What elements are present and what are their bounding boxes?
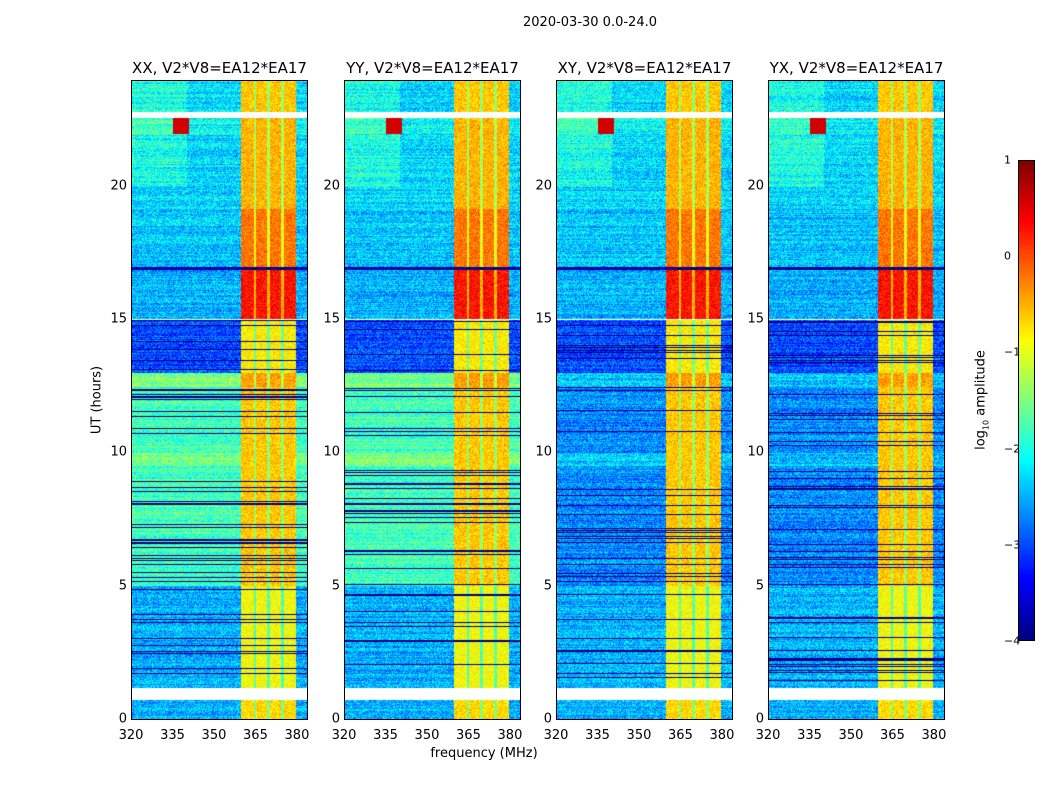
colorbar-tick-label: −3 [1004, 538, 1021, 552]
x-tick-label: 350 [626, 728, 652, 743]
y-tick-label: 20 [747, 178, 764, 194]
y-tick-label: 10 [747, 444, 764, 460]
heatmap-image [345, 81, 520, 719]
x-axis-label: frequency (MHz) [430, 746, 538, 761]
y-tick-label: 5 [118, 578, 127, 594]
x-tick-label: 350 [201, 728, 227, 743]
x-tick-label: 320 [331, 728, 357, 743]
x-tick-label: 335 [160, 728, 185, 743]
x-tick-label: 365 [668, 728, 693, 743]
x-tick-label: 380 [709, 728, 735, 743]
x-tick-label: 380 [284, 728, 310, 743]
x-tick-label: 320 [543, 728, 569, 743]
x-tick-label: 365 [880, 728, 905, 743]
x-tick-label: 380 [497, 728, 523, 743]
y-tick-label: 15 [535, 311, 552, 327]
y-tick-label: 10 [535, 444, 552, 460]
x-tick-label: 365 [456, 728, 481, 743]
y-tick-label: 0 [543, 711, 552, 727]
heatmap-image [769, 81, 944, 719]
panel-title: XY, V2*V8=EA12*EA17 [557, 59, 732, 77]
y-tick-label: 10 [110, 444, 127, 460]
y-tick-label: 0 [331, 711, 340, 727]
heatmap-image [132, 81, 307, 719]
colorbar-tick-label: −1 [1004, 345, 1021, 359]
colorbar-label: log10 amplitude [974, 350, 991, 450]
panel-title: YY, V2*V8=EA12*EA17 [346, 59, 519, 77]
x-tick-label: 350 [414, 728, 440, 743]
x-tick-label: 320 [118, 728, 144, 743]
x-tick-label: 335 [585, 728, 610, 743]
colorbar-tick-label: 1 [1004, 153, 1011, 167]
y-tick-label: 15 [323, 311, 340, 327]
colorbar-gradient [1019, 161, 1034, 640]
colorbar [1018, 160, 1035, 641]
x-tick-label: 380 [921, 728, 947, 743]
panel-title: YX, V2*V8=EA12*EA17 [769, 59, 944, 77]
x-tick-label: 365 [243, 728, 268, 743]
y-tick-label: 15 [110, 311, 127, 327]
x-tick-label: 350 [838, 728, 864, 743]
heatmap-panel [131, 80, 308, 720]
colorbar-tick-label: −4 [1004, 634, 1021, 648]
y-tick-label: 0 [755, 711, 764, 727]
x-tick-label: 320 [755, 728, 781, 743]
y-tick-label: 20 [535, 178, 552, 194]
y-tick-label: 20 [323, 178, 340, 194]
x-tick-label: 335 [373, 728, 398, 743]
y-tick-label: 10 [323, 444, 340, 460]
colorbar-tick-label: −2 [1004, 442, 1021, 456]
colorbar-label-rest: amplitude [973, 350, 989, 420]
y-tick-label: 5 [755, 578, 764, 594]
colorbar-label-sub: 10 [981, 419, 991, 431]
heatmap-panel [556, 80, 733, 720]
y-tick-label: 20 [110, 178, 127, 194]
y-tick-label: 5 [543, 578, 552, 594]
heatmap-panel [768, 80, 945, 720]
panel-title: XX, V2*V8=EA12*EA17 [132, 59, 307, 77]
y-tick-label: 15 [747, 311, 764, 327]
figure-title: 2020-03-30 0.0-24.0 [523, 15, 657, 30]
y-axis-label: UT (hours) [89, 365, 105, 435]
colorbar-tick-label: 0 [1004, 249, 1011, 263]
y-tick-label: 5 [331, 578, 340, 594]
heatmap-panel [344, 80, 521, 720]
y-tick-label: 0 [118, 711, 127, 727]
colorbar-label-log: log [973, 430, 989, 450]
x-tick-label: 335 [797, 728, 822, 743]
heatmap-image [557, 81, 732, 719]
